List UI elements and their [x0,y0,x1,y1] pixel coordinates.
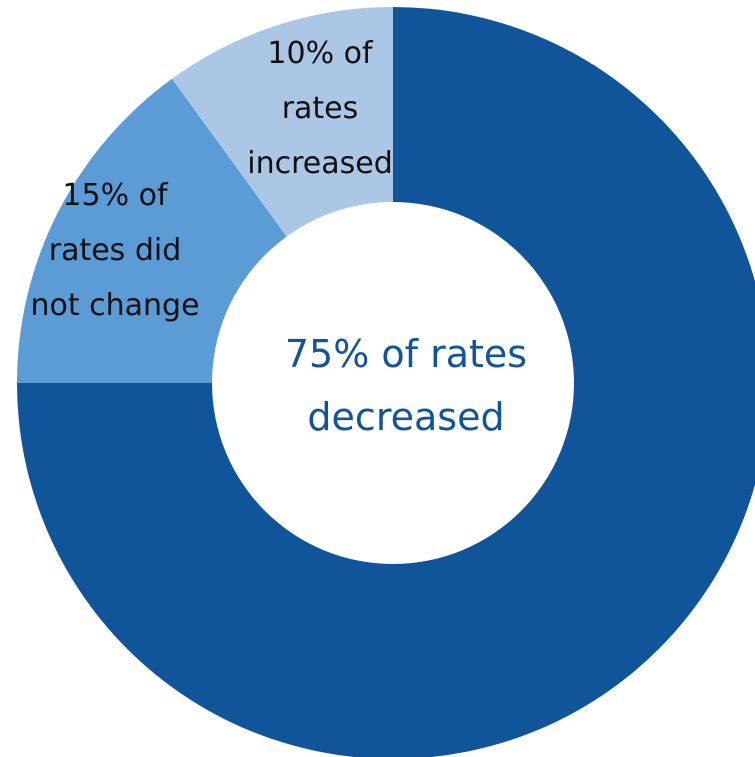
slice-label-did-not-change: 15% of rates did not change [30,178,199,323]
slice-decreased [17,7,755,757]
center-label-line: decreased [307,395,504,439]
slice-label-increased: 10% of rates increased [247,36,393,181]
slice-labels: 15% of rates did not change 10% of rates incr… [30,36,392,323]
center-label-line: 75% of rates [285,332,527,376]
donut-hole [212,202,574,564]
center-label: 75% of rates decreased [285,332,527,439]
